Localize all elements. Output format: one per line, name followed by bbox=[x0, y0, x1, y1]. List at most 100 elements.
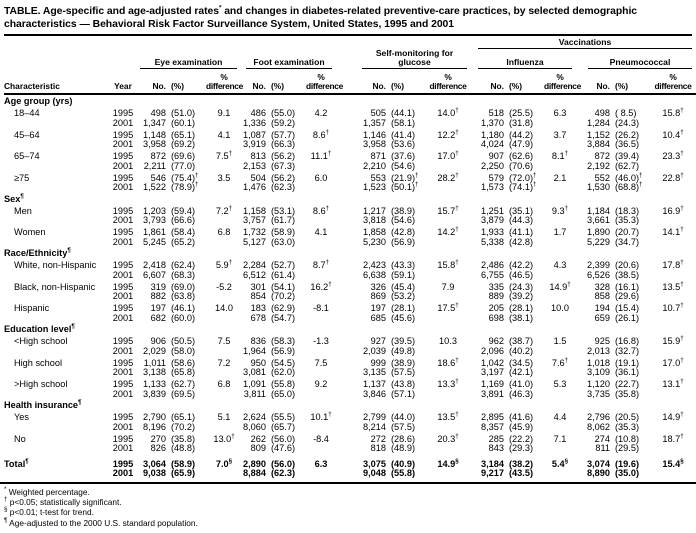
group-header-self-monitoring: Self-monitoring for glucose bbox=[362, 49, 467, 69]
value-cell bbox=[206, 183, 242, 193]
value-cell: (21.9)† bbox=[391, 171, 419, 183]
value-cell bbox=[306, 216, 336, 226]
value-cell: 3,891 bbox=[481, 388, 504, 399]
value-cell: 15.9† bbox=[662, 334, 684, 346]
value-cell bbox=[306, 469, 336, 479]
year-cell: 2001 bbox=[112, 421, 134, 432]
value-cell bbox=[206, 444, 242, 454]
value-cell: 9.2 bbox=[314, 379, 328, 389]
table-row: Total¶ 1995 3,064 (58.9) 7.0§ 2,890 (56.0) 6.3 3… bbox=[4, 457, 696, 470]
value-cell bbox=[650, 469, 696, 479]
value-cell: 7.9 bbox=[441, 281, 455, 292]
column-header-no: No. bbox=[596, 81, 611, 91]
value-cell bbox=[544, 238, 576, 248]
column-header-difference: % difference bbox=[426, 73, 470, 91]
value-cell: 2,029 bbox=[143, 345, 166, 356]
row-label bbox=[4, 140, 106, 150]
value-cell: 194 bbox=[594, 303, 610, 313]
value-cell bbox=[426, 183, 470, 193]
value-cell: 818 bbox=[370, 443, 386, 453]
row-label bbox=[4, 390, 106, 400]
value-cell: 1,732 bbox=[243, 227, 266, 237]
value-cell: (66.6) bbox=[171, 215, 196, 225]
value-cell: (69.2) bbox=[171, 139, 196, 149]
value-cell: 9,048 bbox=[363, 468, 386, 478]
value-cell: 1,018 bbox=[587, 357, 610, 368]
value-cell: (65.7) bbox=[271, 421, 296, 432]
row-label: ≥75 bbox=[14, 172, 30, 183]
value-cell: 1,180 bbox=[481, 129, 504, 140]
value-cell: (60.1) bbox=[171, 117, 196, 128]
value-cell: (42.2) bbox=[509, 260, 534, 270]
value-cell: 504 bbox=[250, 172, 266, 183]
value-cell: 1,091 bbox=[243, 379, 266, 389]
value-cell: (44.0) bbox=[391, 412, 416, 422]
value-cell: (70.6) bbox=[509, 160, 534, 171]
value-cell: 7.1 bbox=[553, 433, 567, 444]
column-header-pct: (%) bbox=[509, 81, 523, 91]
value-cell bbox=[544, 216, 576, 226]
value-cell: 22.8† bbox=[662, 171, 684, 183]
section-header: Education level¶ bbox=[4, 323, 696, 335]
value-cell: 1,120 bbox=[587, 379, 610, 389]
value-cell: 2,250 bbox=[481, 160, 504, 171]
value-cell: 15.4§ bbox=[662, 457, 684, 469]
value-cell: (41.0) bbox=[509, 379, 534, 389]
value-cell bbox=[650, 271, 696, 281]
value-cell: 3,793 bbox=[143, 215, 166, 225]
year-cell: 1995 bbox=[112, 227, 134, 237]
value-cell: (29.3) bbox=[509, 443, 534, 453]
year-cell: 1995 bbox=[112, 379, 134, 389]
value-cell: 3,958 bbox=[363, 139, 386, 149]
column-header-difference: % difference bbox=[206, 73, 244, 91]
column-header-pct: (%) bbox=[171, 81, 185, 91]
row-label: Women bbox=[14, 227, 46, 237]
value-cell bbox=[544, 469, 576, 479]
value-cell: 962 bbox=[488, 336, 504, 346]
value-cell: 6,755 bbox=[481, 269, 504, 280]
value-cell bbox=[306, 292, 336, 302]
value-cell: 8.6† bbox=[312, 128, 330, 140]
section-header-label: Health insurance¶ bbox=[4, 398, 82, 410]
year-cell: 1995 bbox=[112, 281, 134, 292]
value-cell: (69.6) bbox=[171, 151, 196, 161]
table-row: ≥75 1995 546 (75.4)† 3.5 504 (56.2) 6.0 553 (21.9… bbox=[4, 171, 696, 184]
value-cell bbox=[306, 162, 336, 172]
table-row: Men 1995 1,203 (59.4) 7.2† 1,158 (53.1) 8.6† 1,2… bbox=[4, 205, 696, 217]
value-cell: 17.8† bbox=[662, 258, 684, 270]
value-cell: 8,062 bbox=[587, 421, 610, 432]
value-cell: (44.2) bbox=[509, 129, 534, 140]
value-cell bbox=[426, 444, 470, 454]
value-cell: 335 bbox=[488, 281, 504, 292]
value-cell: (68.8)† bbox=[615, 180, 643, 192]
value-cell: 20.3† bbox=[437, 432, 459, 444]
value-cell: (48.8) bbox=[171, 443, 196, 453]
row-label: 18–44 bbox=[14, 108, 40, 118]
row-label: Yes bbox=[14, 412, 29, 422]
section-header-label: Sex¶ bbox=[4, 192, 24, 204]
value-cell: (56.2) bbox=[271, 172, 296, 183]
value-cell bbox=[206, 271, 242, 281]
table-row: 2001 5,245 (65.2) 5,127 (63.0) 5,230 (56.9) 5,3… bbox=[4, 237, 696, 248]
value-cell bbox=[650, 390, 696, 400]
value-cell: (54.5) bbox=[271, 357, 296, 368]
value-cell: 8,884 bbox=[243, 468, 266, 478]
value-cell: 2,192 bbox=[587, 160, 610, 171]
value-cell: 15.8† bbox=[437, 258, 459, 270]
value-cell: 7.5† bbox=[215, 149, 233, 161]
value-cell bbox=[426, 162, 470, 172]
value-cell: 3,661 bbox=[587, 215, 610, 225]
value-cell: 13.5† bbox=[437, 410, 459, 422]
value-cell: 197 bbox=[370, 303, 386, 313]
value-cell bbox=[544, 292, 576, 302]
value-cell: 6,512 bbox=[243, 269, 266, 280]
column-header-difference-bottom: difference bbox=[206, 81, 244, 91]
value-cell: 18.6† bbox=[437, 356, 459, 368]
value-cell: 3,735 bbox=[587, 388, 610, 399]
value-cell: 15.8† bbox=[662, 106, 684, 118]
column-header-pct: (%) bbox=[391, 81, 405, 91]
value-cell: 14.9† bbox=[662, 410, 684, 422]
value-cell bbox=[544, 314, 576, 324]
value-cell: (47.9) bbox=[509, 139, 534, 149]
